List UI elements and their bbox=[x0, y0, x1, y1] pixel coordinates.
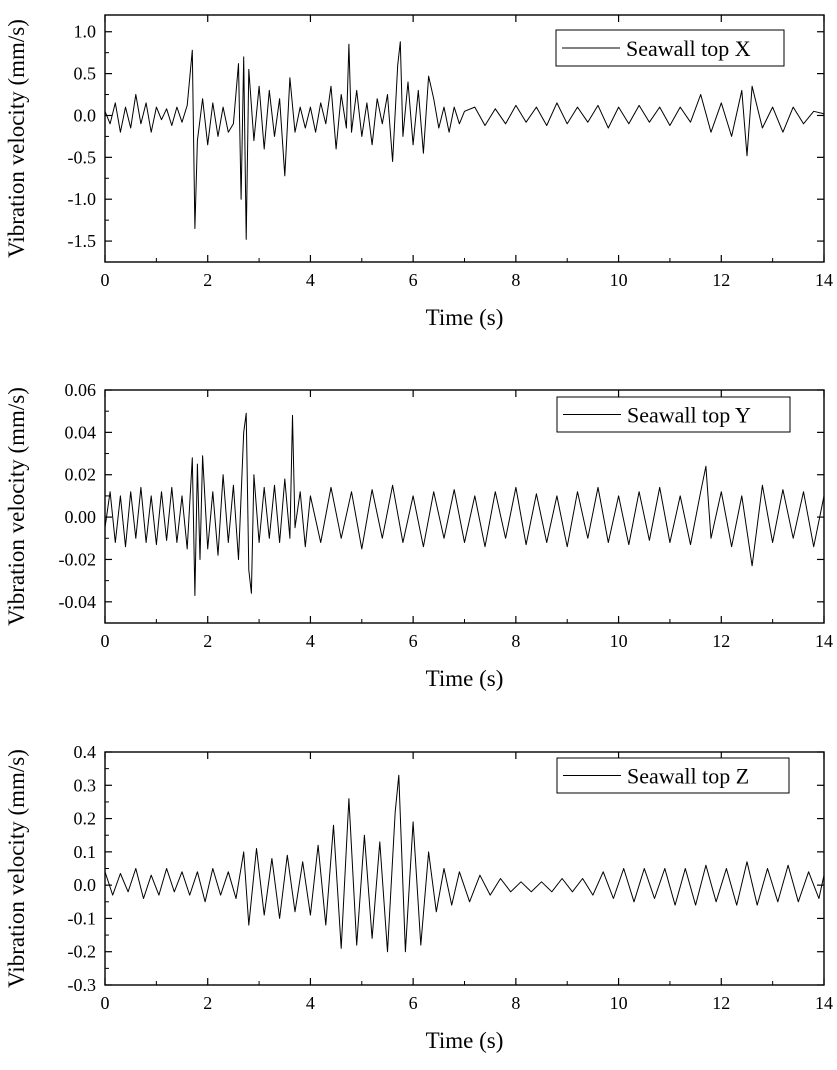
x-tick-label: 14 bbox=[815, 631, 833, 651]
x-tick-label: 0 bbox=[101, 631, 110, 651]
y-tick-label: 0.5 bbox=[74, 64, 97, 84]
y-tick-label: -0.2 bbox=[68, 942, 97, 962]
y-tick-label: -1.0 bbox=[68, 189, 97, 209]
y-tick-label: 0.00 bbox=[65, 507, 97, 527]
y-axis-title: Vibration velocity (mm/s) bbox=[4, 387, 29, 626]
y-tick-label: 0.04 bbox=[65, 422, 97, 442]
legend-box bbox=[556, 396, 791, 433]
x-tick-label: 10 bbox=[610, 270, 628, 290]
y-tick-label: -0.1 bbox=[68, 908, 97, 928]
y-tick-label: -0.02 bbox=[59, 549, 97, 569]
x-axis-title: Time (s) bbox=[426, 1028, 504, 1053]
x-tick-label: 4 bbox=[306, 993, 315, 1013]
y-tick-label: 0.0 bbox=[74, 875, 97, 895]
x-tick-label: 0 bbox=[101, 993, 110, 1013]
x-tick-label: 14 bbox=[815, 993, 833, 1013]
y-tick-label: 0.02 bbox=[65, 465, 97, 485]
chart-panel-3: 0 2 4 6 8 10 12 14 -0.3 -0.2 -0.1 0.0 0.1 0.2 0.3 0.4 Ti… bbox=[4, 742, 833, 1053]
x-tick-label: 14 bbox=[815, 270, 833, 290]
y-tick-label: -0.5 bbox=[68, 147, 97, 167]
series-line-1 bbox=[105, 41, 824, 240]
series-line-2 bbox=[105, 412, 824, 596]
y-tick-label: -0.3 bbox=[68, 975, 97, 995]
x-tick-label: 12 bbox=[712, 993, 730, 1013]
x-tick-label: 8 bbox=[511, 993, 520, 1013]
x-axis-title: Time (s) bbox=[426, 666, 504, 691]
x-tick-label: 6 bbox=[409, 270, 418, 290]
x-tick-label: 2 bbox=[203, 993, 212, 1013]
y-axis-title: Vibration velocity (mm/s) bbox=[4, 19, 29, 258]
y-tick-label: -0.04 bbox=[59, 592, 97, 612]
y-tick-label: 0.2 bbox=[74, 809, 97, 829]
x-tick-label: 6 bbox=[409, 631, 418, 651]
y-tick-label: 0.3 bbox=[74, 775, 97, 795]
y-tick-label: 0.06 bbox=[65, 380, 97, 400]
x-tick-label: 4 bbox=[306, 631, 315, 651]
y-tick-label: 0.0 bbox=[74, 105, 97, 125]
x-tick-label: 12 bbox=[712, 631, 730, 651]
chart-panel-1: 0 2 4 6 8 10 12 14 -1.5 -1.0 -0.5 0.0 0.5 1.0 Time (s)… bbox=[4, 14, 833, 330]
x-tick-label: 4 bbox=[306, 270, 315, 290]
x-tick-label: 10 bbox=[610, 631, 628, 651]
legend-label: Seawall top X bbox=[626, 36, 751, 61]
legend-label: Seawall top Y bbox=[627, 403, 751, 428]
legend-label: Seawall top Z bbox=[627, 764, 749, 789]
x-tick-label: 8 bbox=[511, 631, 520, 651]
y-axis-title: Vibration velocity (mm/s) bbox=[4, 749, 29, 988]
x-tick-label: 2 bbox=[203, 270, 212, 290]
series-line-3 bbox=[105, 774, 824, 953]
y-tick-label: -1.5 bbox=[68, 231, 97, 251]
x-tick-label: 6 bbox=[409, 993, 418, 1013]
x-axis-title: Time (s) bbox=[426, 305, 504, 330]
x-tick-label: 0 bbox=[101, 270, 110, 290]
y-tick-label: 0.4 bbox=[74, 742, 97, 762]
x-tick-label: 2 bbox=[203, 631, 212, 651]
chart-panel-2: 0 2 4 6 8 10 12 14 -0.04 -0.02 0.00 0.02 0.04 0.06 Tim… bbox=[4, 380, 833, 691]
y-tick-label: 1.0 bbox=[74, 22, 97, 42]
y-tick-label: 0.1 bbox=[74, 842, 97, 862]
x-tick-label: 10 bbox=[610, 993, 628, 1013]
x-tick-label: 12 bbox=[712, 270, 730, 290]
x-tick-label: 8 bbox=[511, 270, 520, 290]
